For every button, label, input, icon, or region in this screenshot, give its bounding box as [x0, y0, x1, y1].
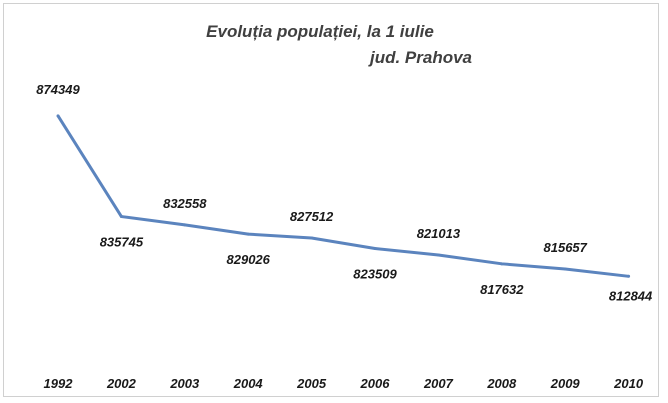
x-tick-label: 2008 — [486, 376, 517, 391]
x-tick-label: 1992 — [44, 376, 74, 391]
data-point — [56, 114, 60, 118]
data-label: 874349 — [36, 82, 80, 97]
data-label: 817632 — [480, 282, 524, 297]
x-tick-label: 2007 — [423, 376, 454, 391]
data-point — [500, 262, 504, 266]
x-tick-label: 2004 — [233, 376, 264, 391]
data-label: 815657 — [544, 240, 588, 255]
data-point — [119, 215, 123, 219]
chart-subtitle: jud. Prahova — [369, 48, 473, 67]
data-point — [563, 267, 567, 271]
chart-title: Evoluția populației, la 1 iulie — [206, 22, 434, 41]
data-point — [183, 223, 187, 227]
data-point — [310, 236, 314, 240]
data-label: 832558 — [163, 196, 207, 211]
x-tick-label: 2010 — [613, 376, 644, 391]
data-label: 821013 — [417, 226, 461, 241]
data-point — [246, 232, 250, 236]
series-line — [56, 115, 629, 278]
data-point — [373, 246, 377, 250]
data-point — [627, 274, 631, 278]
x-tick-label: 2005 — [296, 376, 327, 391]
data-label: 827512 — [290, 209, 334, 224]
data-label: 829026 — [227, 252, 271, 267]
data-label: 823509 — [353, 266, 397, 281]
data-label: 835745 — [100, 235, 144, 250]
x-tick-label: 2009 — [550, 376, 581, 391]
x-tick-label: 2006 — [360, 376, 391, 391]
data-label: 812844 — [609, 288, 653, 303]
data-point — [436, 253, 440, 257]
x-tick-label: 2002 — [106, 376, 137, 391]
x-tick-label: 2003 — [169, 376, 200, 391]
